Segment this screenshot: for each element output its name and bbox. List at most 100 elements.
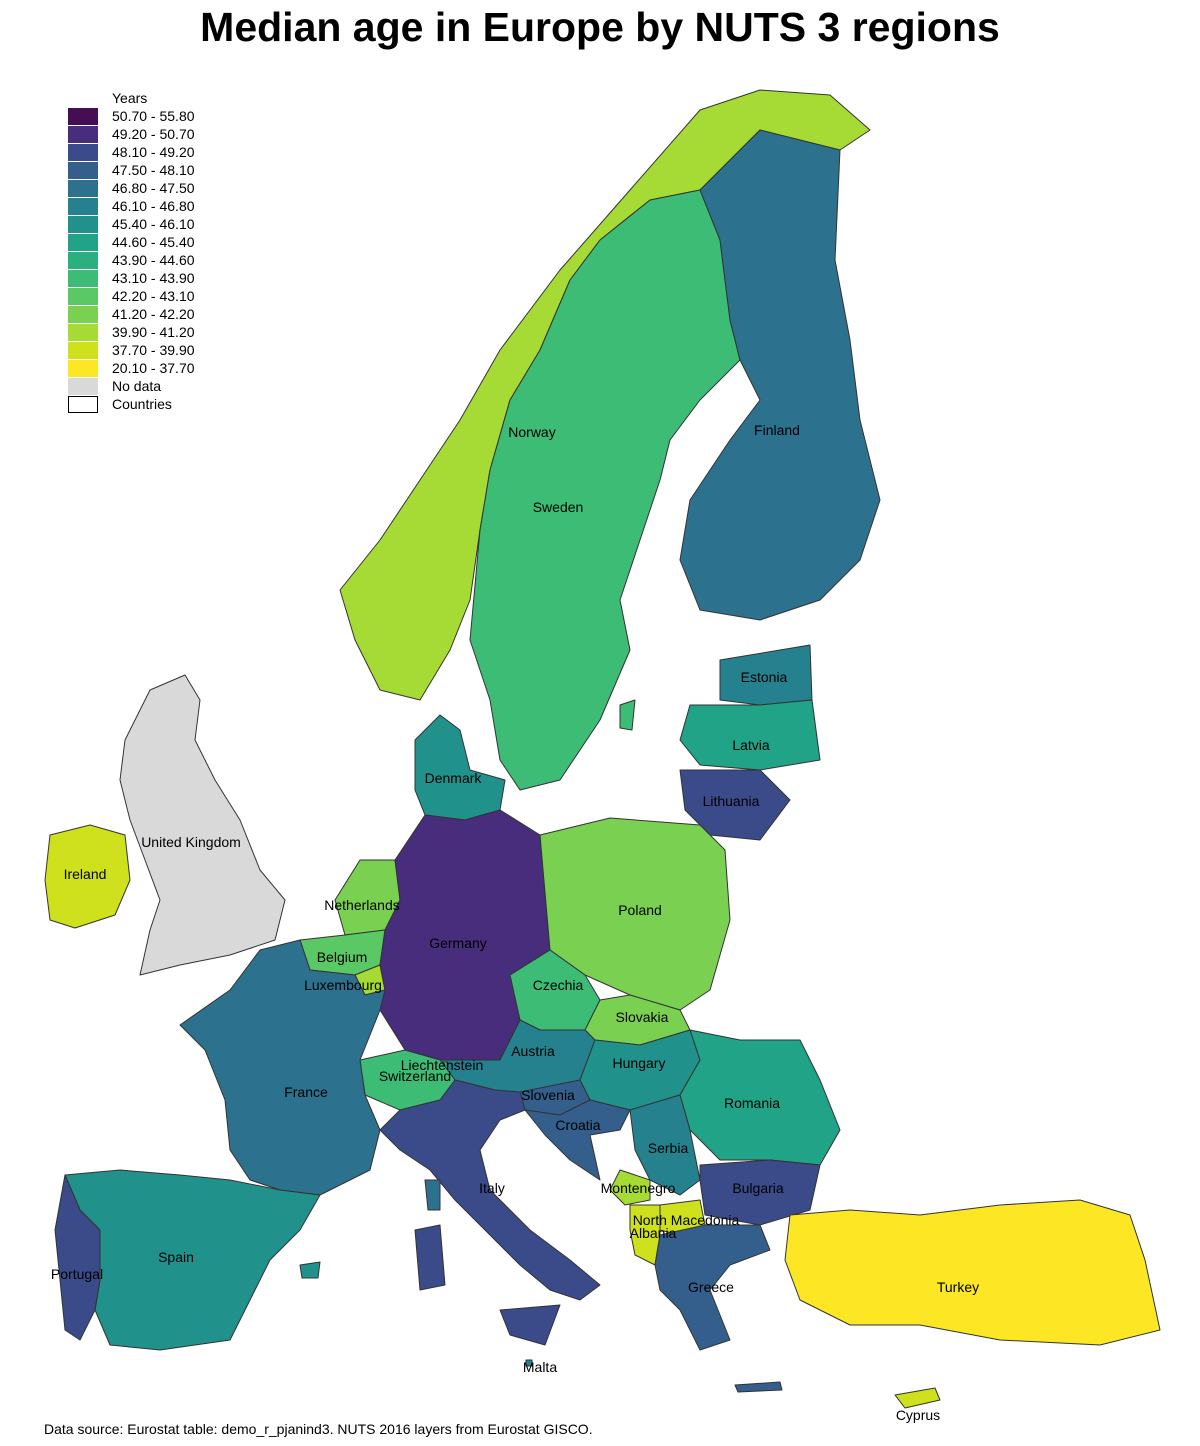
region-montenegro — [609, 1169, 651, 1206]
legend-label: 41.20 - 42.20 — [112, 306, 195, 322]
legend-swatch — [68, 251, 98, 269]
label-denmark: Denmark — [425, 770, 483, 786]
region-greece — [654, 1224, 771, 1351]
legend-label: 48.10 - 49.20 — [112, 144, 195, 160]
legend-swatch — [68, 143, 98, 161]
label-netherlands: Netherlands — [324, 897, 400, 913]
legend-swatch — [68, 269, 98, 287]
label-north-macedonia: North Macedonia — [633, 1212, 740, 1228]
legend-item: 41.20 - 42.20 — [68, 305, 195, 323]
region-finland — [679, 129, 881, 621]
legend-item: 48.10 - 49.20 — [68, 143, 195, 161]
legend-label: No data — [112, 378, 162, 394]
label-finland: Finland — [754, 422, 800, 438]
region-crete — [734, 1381, 783, 1393]
label-latvia: Latvia — [732, 737, 770, 753]
region-portugal — [54, 1174, 101, 1341]
legend-item: 43.90 - 44.60 — [68, 251, 195, 269]
label-romania: Romania — [724, 1095, 780, 1111]
legend-swatch — [68, 305, 98, 323]
legend-rows: 50.70 - 55.80 49.20 - 50.70 48.10 - 49.20 4… — [68, 107, 195, 413]
legend-swatch — [68, 179, 98, 197]
label-switzerland: Switzerland — [379, 1068, 451, 1084]
label-germany: Germany — [429, 935, 487, 951]
region-balearic-islands — [299, 1261, 321, 1279]
legend-item: 42.20 - 43.10 — [68, 287, 195, 305]
legend-swatch — [68, 233, 98, 251]
legend-swatch — [68, 377, 98, 395]
label-lithuania: Lithuania — [703, 793, 760, 809]
region-lithuania — [679, 769, 791, 841]
region-sicily — [499, 1304, 561, 1346]
legend-label: 45.40 - 46.10 — [112, 216, 195, 232]
label-norway: Norway — [508, 424, 555, 440]
region-bulgaria — [699, 1159, 821, 1226]
legend-item: 39.90 - 41.20 — [68, 323, 195, 341]
legend-item: Countries — [68, 395, 195, 413]
label-belgium: Belgium — [317, 949, 368, 965]
region-sweden — [469, 189, 741, 791]
legend-swatch — [68, 107, 98, 125]
label-spain: Spain — [158, 1249, 194, 1265]
region-denmark — [414, 714, 506, 821]
legend-label: 44.60 - 45.40 — [112, 234, 195, 250]
legend-label: 47.50 - 48.10 — [112, 162, 195, 178]
label-greece: Greece — [688, 1279, 734, 1295]
region-corsica — [424, 1179, 441, 1211]
legend-swatch — [68, 341, 98, 359]
legend-item: No data — [68, 377, 195, 395]
label-hungary: Hungary — [613, 1055, 666, 1071]
legend-item: 50.70 - 55.80 — [68, 107, 195, 125]
label-montenegro: Montenegro — [601, 1180, 676, 1196]
label-italy: Italy — [479, 1180, 505, 1196]
map-title: Median age in Europe by NUTS 3 regions — [200, 4, 1000, 50]
region-malta — [525, 1359, 533, 1367]
label-liechtenstein: Liechtenstein — [401, 1057, 484, 1073]
legend-item: 20.10 - 37.70 — [68, 359, 195, 377]
region-cyprus — [894, 1387, 941, 1409]
region-sardinia — [414, 1224, 446, 1291]
label-albania: Albania — [630, 1225, 677, 1241]
label-slovenia: Slovenia — [521, 1087, 575, 1103]
label-serbia: Serbia — [648, 1140, 689, 1156]
legend-swatch — [68, 161, 98, 179]
label-cyprus: Cyprus — [896, 1407, 940, 1423]
label-france: France — [284, 1084, 328, 1100]
data-source-note: Data source: Eurostat table: demo_r_pjan… — [44, 1421, 593, 1437]
legend-item: 37.70 - 39.90 — [68, 341, 195, 359]
label-ireland: Ireland — [64, 866, 107, 882]
region-serbia — [629, 1094, 701, 1196]
legend-swatch — [68, 197, 98, 215]
label-portugal: Portugal — [51, 1266, 103, 1282]
legend-label: 42.20 - 43.10 — [112, 288, 195, 304]
legend-item: 43.10 - 43.90 — [68, 269, 195, 287]
legend-label: Countries — [112, 396, 172, 412]
legend-title: Years — [112, 90, 148, 106]
region-united-kingdom — [119, 674, 286, 976]
legend-item: 44.60 - 45.40 — [68, 233, 195, 251]
legend-item: 47.50 - 48.10 — [68, 161, 195, 179]
legend-swatch — [68, 395, 98, 413]
label-malta: Malta — [523, 1359, 557, 1375]
legend-item: 45.40 - 46.10 — [68, 215, 195, 233]
label-austria: Austria — [511, 1043, 555, 1059]
label-estonia: Estonia — [741, 669, 788, 685]
region-turkey — [784, 1199, 1161, 1346]
label-croatia: Croatia — [555, 1117, 600, 1133]
legend-swatch — [68, 323, 98, 341]
legend-swatch — [68, 359, 98, 377]
region-france — [179, 939, 386, 1196]
region-gotland — [619, 699, 636, 731]
legend-label: 43.10 - 43.90 — [112, 270, 195, 286]
legend-label: 39.90 - 41.20 — [112, 324, 195, 340]
legend-label: 37.70 - 39.90 — [112, 342, 195, 358]
region-latvia — [679, 699, 821, 771]
legend-item: 46.80 - 47.50 — [68, 179, 195, 197]
legend-label: 46.10 - 46.80 — [112, 198, 195, 214]
label-turkey: Turkey — [937, 1279, 979, 1295]
label-sweden: Sweden — [533, 499, 584, 515]
legend-label: 46.80 - 47.50 — [112, 180, 195, 196]
legend-label: 43.90 - 44.60 — [112, 252, 195, 268]
legend-swatch — [68, 215, 98, 233]
